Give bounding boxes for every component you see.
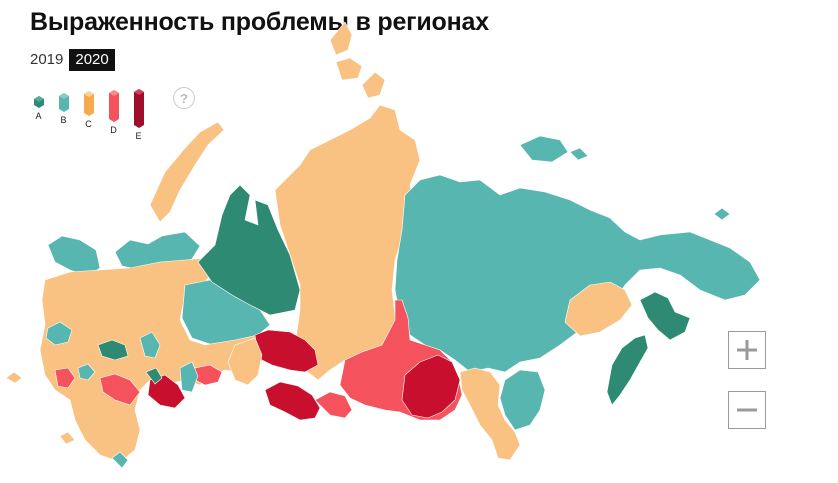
region — [564, 281, 633, 337]
year-2020-button[interactable]: 2020 — [69, 49, 115, 71]
region — [401, 354, 461, 419]
region — [99, 373, 141, 406]
legend-item-e: E — [126, 88, 151, 141]
region — [335, 57, 363, 81]
help-button[interactable]: ? — [173, 87, 195, 109]
region — [254, 329, 319, 373]
legend-label: B — [60, 115, 67, 125]
legend-label: E — [135, 131, 142, 141]
region — [227, 337, 263, 386]
region — [147, 374, 186, 409]
region — [5, 371, 23, 384]
legend-item-d: D — [101, 88, 126, 141]
region — [179, 361, 199, 393]
year-switcher: 2019 2020 — [30, 49, 115, 71]
region — [329, 21, 353, 56]
legend-item-b: B — [51, 88, 76, 141]
region — [394, 174, 761, 373]
region — [59, 431, 76, 445]
region — [499, 369, 546, 431]
region — [149, 121, 225, 223]
region — [459, 367, 521, 461]
zoom-out-button[interactable] — [728, 391, 766, 429]
page-title: Выраженность проблемы в регионах — [30, 8, 489, 36]
year-2019-button[interactable]: 2019 — [30, 49, 69, 71]
legend-label: C — [85, 119, 92, 129]
region — [314, 391, 353, 419]
plus-icon — [737, 340, 757, 360]
region — [519, 135, 569, 163]
region — [139, 331, 161, 359]
region — [639, 291, 691, 341]
region — [77, 363, 96, 381]
region — [264, 381, 321, 421]
legend-bar-icon — [133, 89, 144, 128]
legend-bar-icon — [58, 93, 69, 112]
region — [197, 184, 301, 316]
region — [47, 235, 101, 277]
zoom-in-button[interactable] — [728, 331, 766, 369]
region — [569, 147, 589, 161]
region — [45, 321, 73, 346]
legend-label: D — [110, 125, 117, 135]
legend-bar-icon — [108, 90, 119, 122]
region — [54, 367, 76, 389]
legend-item-c: C — [76, 88, 101, 141]
region — [361, 71, 386, 99]
legend-item-a: A — [26, 88, 51, 141]
legend-label: A — [35, 111, 42, 121]
region — [145, 367, 163, 385]
region — [713, 207, 731, 221]
legend-bar-icon — [83, 91, 94, 116]
minus-icon — [737, 408, 757, 412]
legend-bar-icon — [33, 96, 44, 108]
region — [111, 451, 129, 469]
legend: A B C D E — [26, 88, 151, 141]
region — [97, 339, 129, 361]
region — [606, 334, 649, 406]
